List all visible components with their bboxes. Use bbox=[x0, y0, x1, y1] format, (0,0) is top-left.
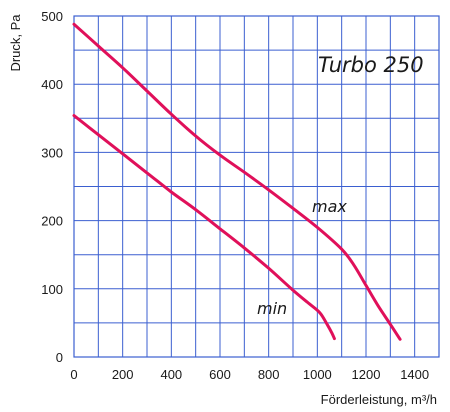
x-axis-ticks: 0 200 400 600 800 1000 1200 1400 bbox=[70, 367, 429, 382]
series-label-min: min bbox=[257, 299, 287, 318]
y-tick-label: 400 bbox=[41, 77, 63, 92]
x-tick-label: 0 bbox=[70, 367, 77, 382]
y-tick-label: 100 bbox=[41, 282, 63, 297]
x-axis-label: Förderleistung, m³/h bbox=[321, 392, 437, 407]
y-tick-label: 300 bbox=[41, 145, 63, 160]
y-tick-label: 500 bbox=[41, 9, 63, 24]
x-tick-label: 1000 bbox=[303, 367, 332, 382]
x-tick-label: 600 bbox=[209, 367, 231, 382]
y-tick-label: 0 bbox=[56, 350, 63, 365]
x-tick-label: 400 bbox=[160, 367, 182, 382]
series-line-max bbox=[72, 22, 402, 341]
series-line-min bbox=[72, 114, 336, 341]
x-tick-label: 1200 bbox=[352, 367, 381, 382]
y-axis-label: Druck, Pa bbox=[8, 14, 23, 72]
x-tick-label: 200 bbox=[112, 367, 134, 382]
y-axis-ticks: 0 100 200 300 400 500 bbox=[41, 9, 63, 365]
x-tick-label: 800 bbox=[258, 367, 280, 382]
grid bbox=[74, 16, 439, 357]
chart-title: Turbo 250 bbox=[318, 53, 424, 77]
y-tick-label: 200 bbox=[41, 214, 63, 229]
curves bbox=[72, 22, 402, 341]
plot-frame bbox=[73, 15, 440, 358]
series-label-max: max bbox=[312, 197, 347, 216]
x-tick-label: 1400 bbox=[400, 367, 429, 382]
